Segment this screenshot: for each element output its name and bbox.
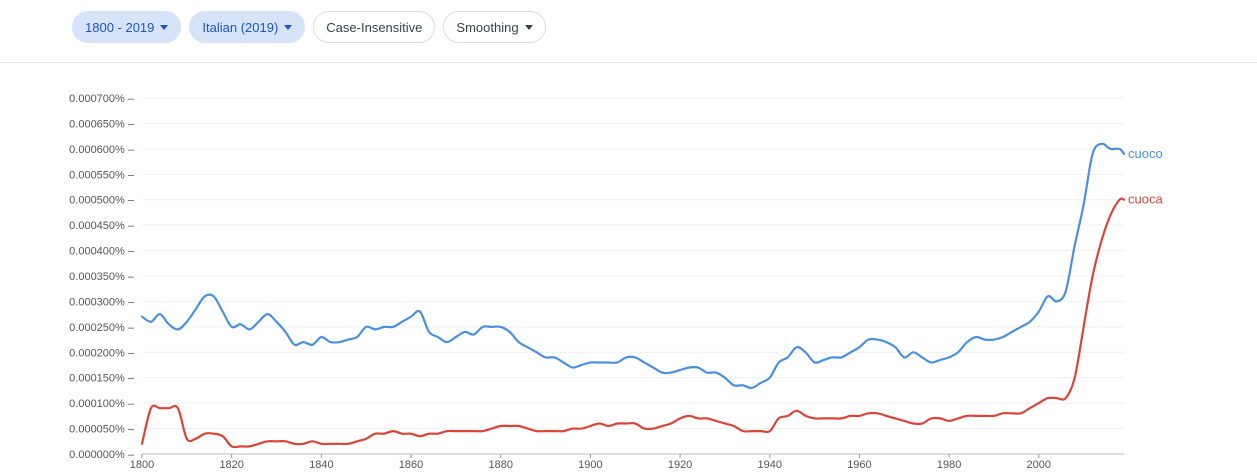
series-label-cuoco[interactable]: cuoco xyxy=(1128,146,1163,161)
y-tick-label: 0.000550% – xyxy=(69,169,135,181)
x-tick-label: 1980 xyxy=(937,459,961,471)
x-tick-label: 1920 xyxy=(668,459,692,471)
x-tick-label: 1900 xyxy=(578,459,602,471)
x-tick-label: 1820 xyxy=(219,459,243,471)
y-tick-label: 0.000000% – xyxy=(69,449,135,461)
x-tick-label: 1880 xyxy=(488,459,512,471)
case-insensitive-label: Case-Insensitive xyxy=(326,19,423,35)
y-tick-label: 0.000200% – xyxy=(69,347,135,359)
y-tick-label: 0.000450% – xyxy=(69,220,135,232)
corpus-dropdown[interactable]: Italian (2019) xyxy=(189,11,306,43)
chevron-down-icon xyxy=(524,25,533,30)
x-tick-label: 1860 xyxy=(399,459,423,471)
case-insensitive-toggle[interactable]: Case-Insensitive xyxy=(313,11,436,43)
x-tick-label: 1940 xyxy=(758,459,782,471)
smoothing-label: Smoothing xyxy=(456,19,519,35)
x-tick-label: 1840 xyxy=(309,459,333,471)
year-range-label: 1800 - 2019 xyxy=(85,19,155,35)
corpus-label: Italian (2019) xyxy=(202,19,279,35)
y-tick-label: 0.000700% – xyxy=(69,93,135,105)
series-line-cuoco[interactable] xyxy=(140,142,1126,390)
year-range-dropdown[interactable]: 1800 - 2019 xyxy=(72,11,182,43)
query-toolbar: 1800 - 2019 Italian (2019) Case-Insensit… xyxy=(72,11,546,43)
series-line-cuoca[interactable] xyxy=(140,197,1126,449)
chevron-down-icon xyxy=(160,25,169,30)
y-tick-label: 0.000250% – xyxy=(69,322,135,334)
x-tick-label: 2000 xyxy=(1027,459,1051,471)
y-tick-label: 0.000500% – xyxy=(69,195,135,207)
y-tick-label: 0.000100% – xyxy=(69,398,135,410)
y-tick-label: 0.000300% – xyxy=(69,296,135,308)
smoothing-dropdown[interactable]: Smoothing xyxy=(443,11,546,43)
x-tick-label: 1800 xyxy=(130,459,154,471)
chevron-down-icon xyxy=(284,25,293,30)
y-tick-label: 0.000400% – xyxy=(69,246,135,258)
y-tick-label: 0.000050% – xyxy=(69,424,135,436)
toolbar-divider xyxy=(0,62,1257,63)
y-tick-label: 0.000150% – xyxy=(69,373,135,385)
x-tick-label: 1960 xyxy=(847,459,871,471)
y-tick-label: 0.000650% – xyxy=(69,118,135,130)
series-label-cuoca[interactable]: cuoca xyxy=(1128,192,1163,207)
y-tick-label: 0.000350% – xyxy=(69,271,135,283)
y-tick-label: 0.000600% – xyxy=(69,144,135,156)
